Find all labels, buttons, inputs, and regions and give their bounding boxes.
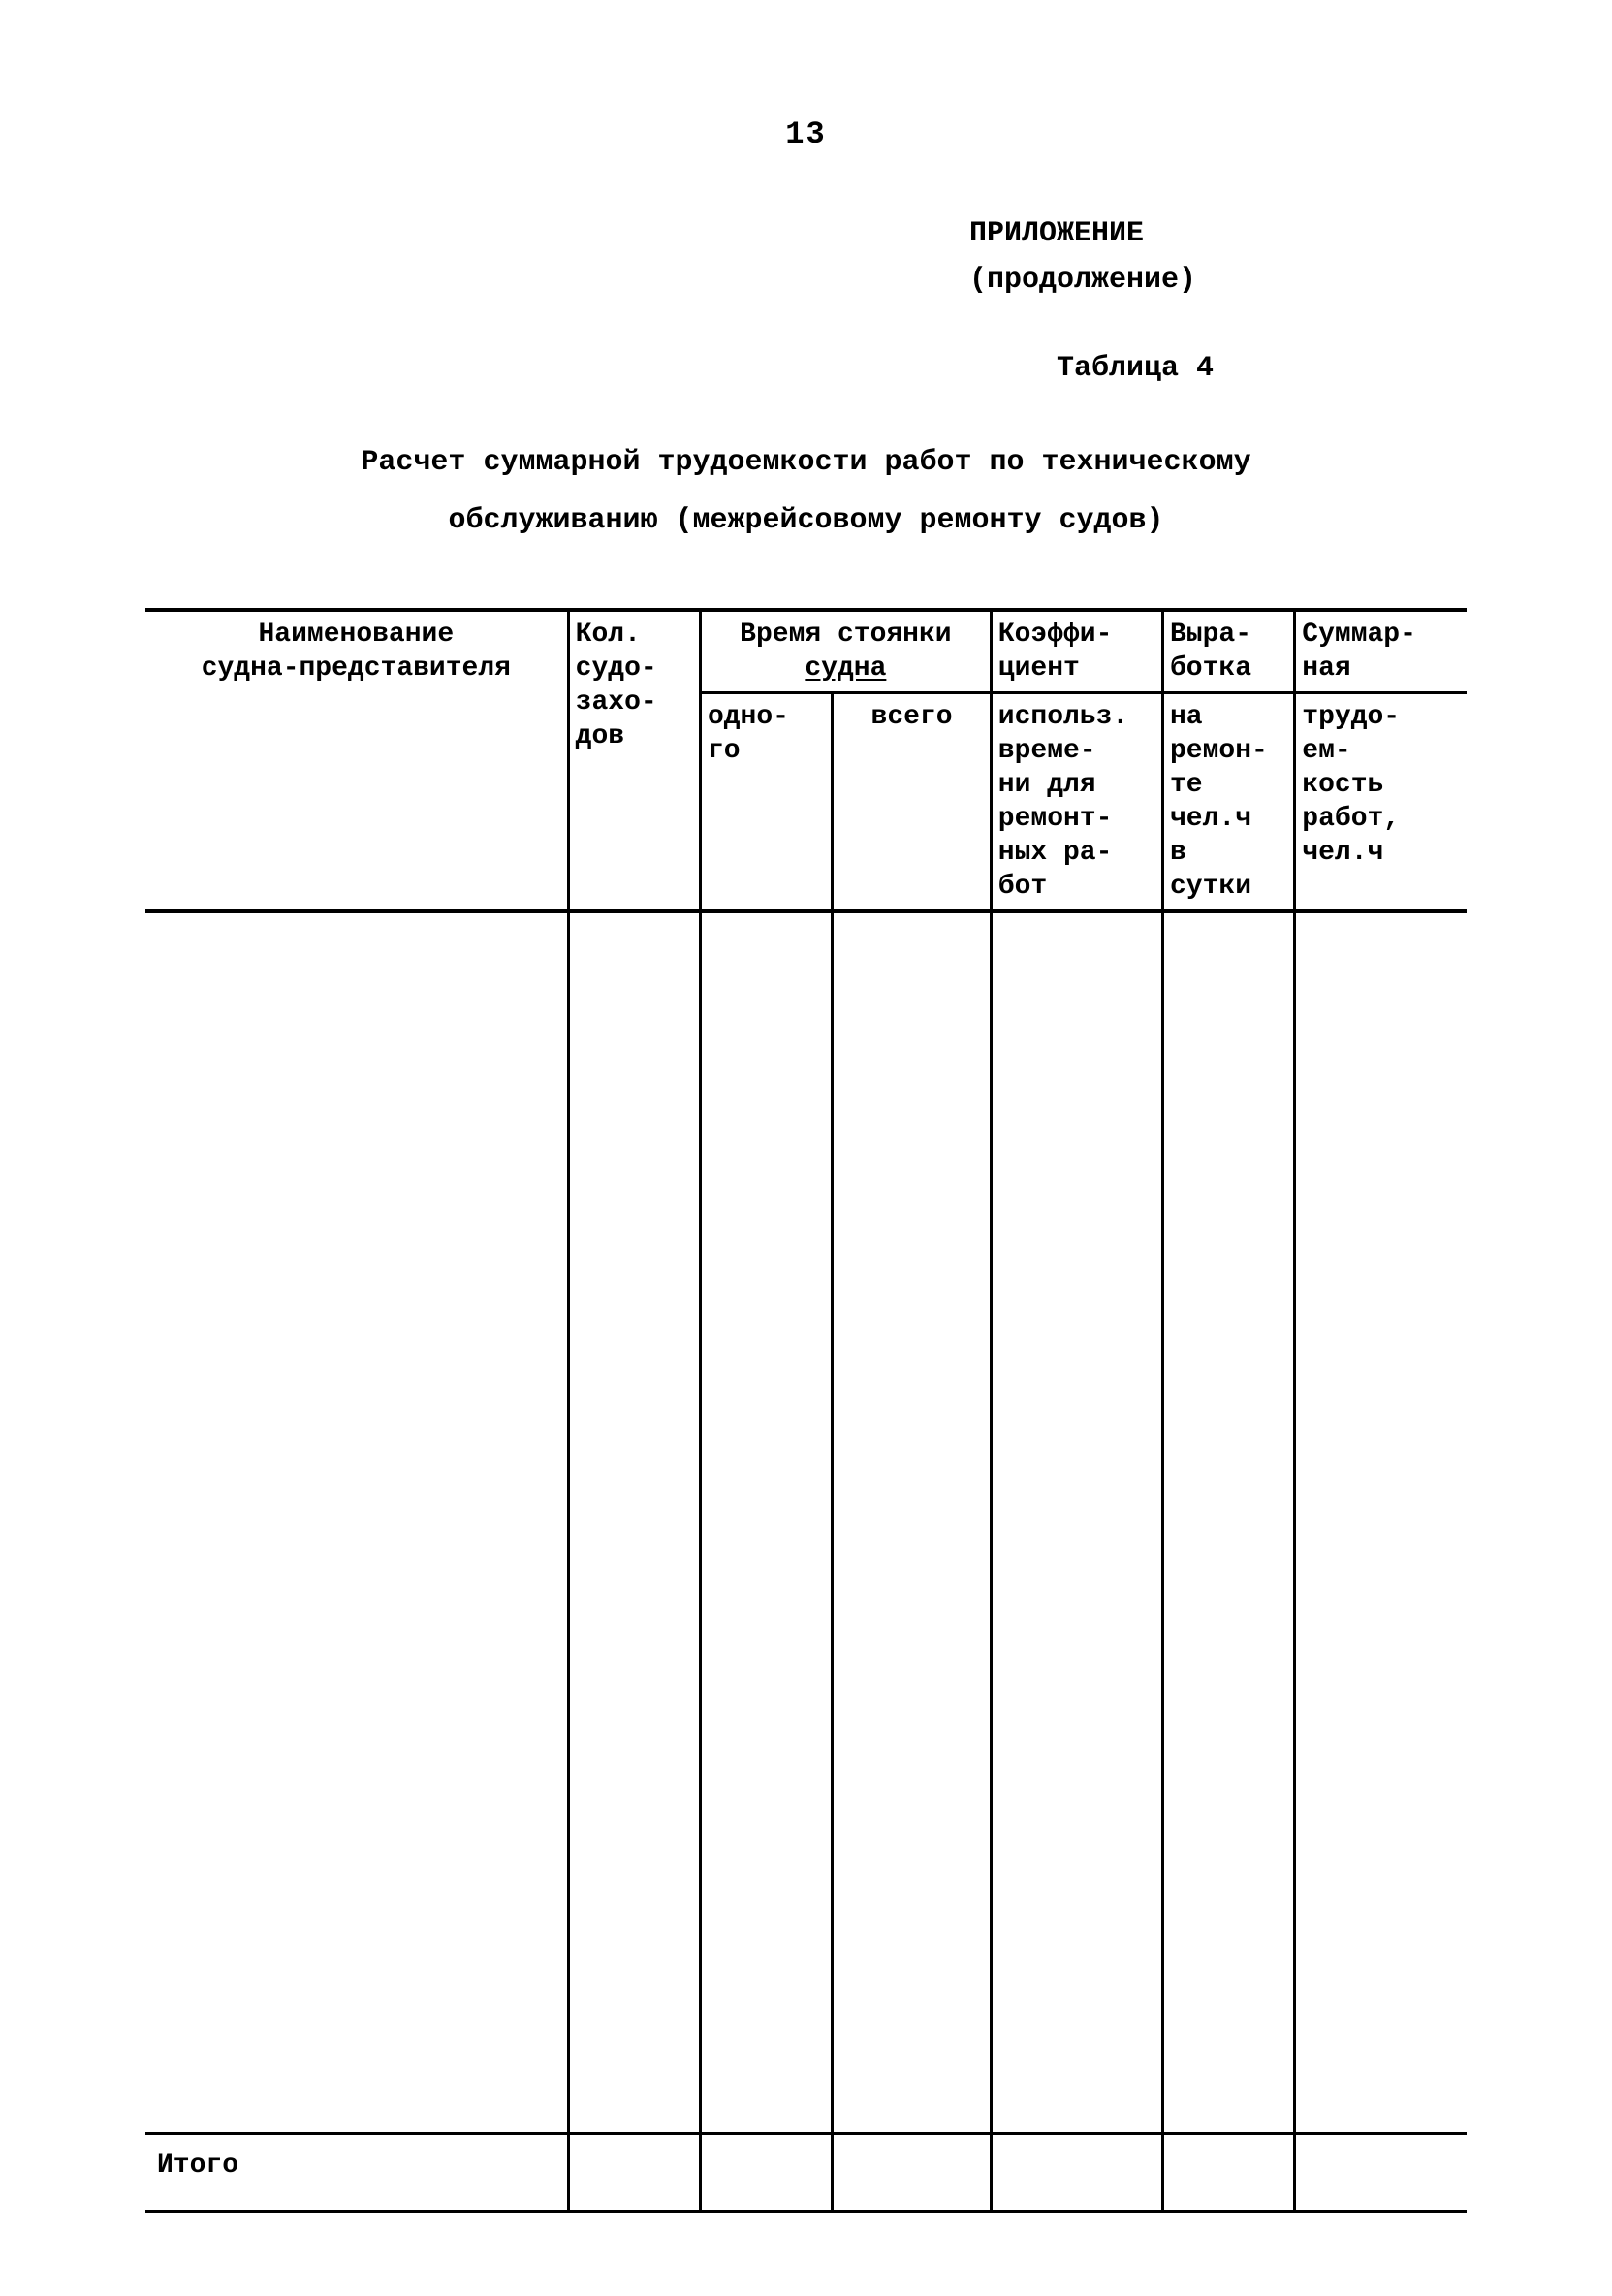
th-time-group-top: Время стоянки — [740, 620, 951, 650]
th-time-group-sub: судна — [805, 654, 886, 684]
th-coef-sub: использ.време-ни дляремонт-ных ра-бот — [991, 693, 1162, 912]
cell-empty — [568, 2133, 700, 2211]
appendix-continuation: (продолжение) — [969, 257, 1476, 303]
cell-empty — [1162, 2133, 1294, 2211]
table-footer-row: Итого — [145, 2133, 1467, 2211]
th-coef-top: Коэффи-циент — [991, 610, 1162, 693]
title-line-2: обслуживанию (межрейсовому ремонту судов… — [213, 492, 1399, 550]
title-line-1: Расчет суммарной трудоемкости работ по т… — [213, 433, 1399, 492]
cell-empty — [145, 911, 568, 2133]
footer-label: Итого — [145, 2133, 568, 2211]
th-name: Наименованиесудна-представителя — [145, 610, 568, 911]
th-output-sub: наремон-течел.чвсутки — [1162, 693, 1294, 912]
cell-empty — [1295, 911, 1467, 2133]
calculation-table: Наименованиесудна-представителя Кол.судо… — [145, 608, 1467, 2213]
th-time-group: Время стоянки судна — [700, 610, 991, 693]
appendix-block: ПРИЛОЖЕНИЕ (продолжение) — [969, 210, 1476, 303]
cell-empty — [991, 911, 1162, 2133]
th-total-top: Суммар-ная — [1295, 610, 1467, 693]
cell-empty — [568, 911, 700, 2133]
th-one: одно-го — [700, 693, 832, 912]
cell-empty — [1162, 911, 1294, 2133]
cell-empty — [1295, 2133, 1467, 2211]
cell-empty — [833, 911, 992, 2133]
cell-empty — [991, 2133, 1162, 2211]
table-row — [145, 911, 1467, 2133]
th-count: Кол.судо-захо-дов — [568, 610, 700, 911]
cell-empty — [700, 911, 832, 2133]
table-wrapper: Наименованиесудна-представителя Кол.судо… — [145, 608, 1467, 2213]
cell-empty — [700, 2133, 832, 2211]
th-output-top: Выра-ботка — [1162, 610, 1294, 693]
th-all: всего — [833, 693, 992, 912]
th-total-sub: трудо-ем-костьработ,чел.ч — [1295, 693, 1467, 912]
appendix-title: ПРИЛОЖЕНИЕ — [969, 210, 1476, 257]
page-number: 13 — [136, 116, 1476, 152]
document-title: Расчет суммарной трудоемкости работ по т… — [213, 433, 1399, 550]
table-header: Наименованиесудна-представителя Кол.судо… — [145, 610, 1467, 911]
table-label: Таблица 4 — [1057, 352, 1476, 385]
cell-empty — [833, 2133, 992, 2211]
table-body: Итого — [145, 911, 1467, 2211]
